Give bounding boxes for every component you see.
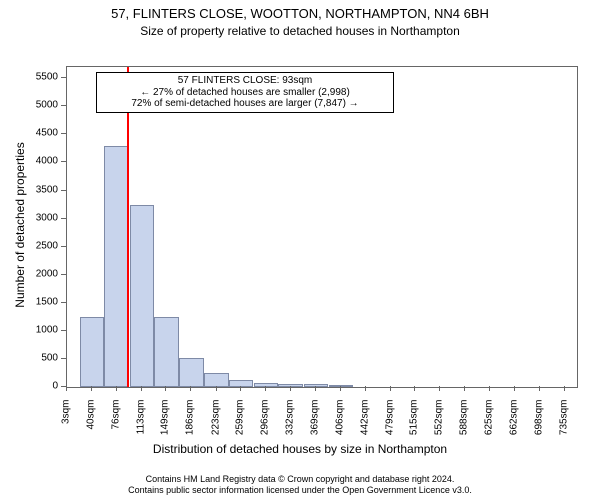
y-tick-mark [61, 330, 66, 331]
x-tick-label: 552sqm [434, 400, 445, 450]
y-tick-mark [61, 246, 66, 247]
histogram-bar [104, 146, 128, 387]
x-tick-mark [414, 386, 415, 391]
x-tick-label: 735sqm [558, 400, 569, 450]
y-tick-label: 3500 [0, 184, 58, 195]
histogram-bar [204, 373, 228, 387]
histogram-bar [130, 205, 154, 387]
y-tick-mark [61, 218, 66, 219]
x-tick-label: 515sqm [409, 400, 420, 450]
y-tick-label: 4000 [0, 156, 58, 167]
histogram-bar [329, 385, 353, 387]
x-tick-label: 113sqm [135, 400, 146, 450]
info-line2: ← 27% of detached houses are smaller (2,… [101, 87, 389, 99]
x-tick-mark [216, 386, 217, 391]
info-line1: 57 FLINTERS CLOSE: 93sqm [101, 75, 389, 87]
footer-line2: Contains public sector information licen… [0, 485, 600, 496]
x-tick-mark [564, 386, 565, 391]
histogram-bar [254, 383, 278, 387]
y-tick-label: 4500 [0, 128, 58, 139]
footer: Contains HM Land Registry data © Crown c… [0, 474, 600, 496]
x-tick-mark [464, 386, 465, 391]
y-tick-label: 3000 [0, 212, 58, 223]
chart-container: 57, FLINTERS CLOSE, WOOTTON, NORTHAMPTON… [0, 0, 600, 500]
y-tick-mark [61, 190, 66, 191]
x-tick-label: 40sqm [86, 400, 97, 450]
x-tick-mark [539, 386, 540, 391]
y-tick-label: 1500 [0, 296, 58, 307]
y-tick-label: 0 [0, 381, 58, 392]
y-tick-mark [61, 302, 66, 303]
x-tick-label: 223sqm [210, 400, 221, 450]
x-tick-label: 186sqm [185, 400, 196, 450]
y-tick-label: 5500 [0, 72, 58, 83]
x-tick-label: 625sqm [483, 400, 494, 450]
x-tick-label: 332sqm [284, 400, 295, 450]
x-tick-mark [91, 386, 92, 391]
x-tick-mark [340, 386, 341, 391]
x-tick-label: 442sqm [359, 400, 370, 450]
histogram-bar [179, 358, 203, 387]
title-line1: 57, FLINTERS CLOSE, WOOTTON, NORTHAMPTON… [0, 6, 600, 21]
x-tick-mark [190, 386, 191, 391]
y-tick-label: 5000 [0, 100, 58, 111]
x-tick-mark [365, 386, 366, 391]
y-tick-mark [61, 77, 66, 78]
x-tick-mark [66, 386, 67, 391]
footer-line1: Contains HM Land Registry data © Crown c… [0, 474, 600, 485]
info-box: 57 FLINTERS CLOSE: 93sqm ← 27% of detach… [96, 72, 394, 113]
title-line2: Size of property relative to detached ho… [0, 24, 600, 38]
x-tick-label: 662sqm [509, 400, 520, 450]
y-tick-label: 500 [0, 352, 58, 363]
y-tick-label: 2000 [0, 268, 58, 279]
x-tick-label: 698sqm [533, 400, 544, 450]
x-tick-mark [165, 386, 166, 391]
x-tick-mark [315, 386, 316, 391]
y-tick-mark [61, 358, 66, 359]
x-tick-mark [240, 386, 241, 391]
x-tick-label: 259sqm [235, 400, 246, 450]
property-marker-line [127, 67, 129, 387]
x-tick-mark [439, 386, 440, 391]
x-tick-mark [290, 386, 291, 391]
x-tick-label: 369sqm [309, 400, 320, 450]
y-tick-mark [61, 105, 66, 106]
info-line3: 72% of semi-detached houses are larger (… [101, 98, 389, 110]
x-tick-mark [489, 386, 490, 391]
x-tick-mark [265, 386, 266, 391]
x-tick-label: 479sqm [384, 400, 395, 450]
x-tick-label: 588sqm [458, 400, 469, 450]
y-tick-mark [61, 161, 66, 162]
y-tick-mark [61, 274, 66, 275]
x-tick-mark [141, 386, 142, 391]
x-tick-label: 406sqm [335, 400, 346, 450]
y-tick-label: 2500 [0, 240, 58, 251]
histogram-bar [154, 317, 178, 387]
x-tick-label: 76sqm [110, 400, 121, 450]
x-tick-label: 3sqm [61, 400, 72, 450]
plot-area [66, 66, 578, 388]
y-tick-label: 1000 [0, 324, 58, 335]
x-tick-label: 296sqm [260, 400, 271, 450]
x-tick-mark [116, 386, 117, 391]
x-tick-mark [514, 386, 515, 391]
x-tick-label: 149sqm [160, 400, 171, 450]
histogram-bar [80, 317, 104, 387]
y-tick-mark [61, 133, 66, 134]
x-tick-mark [390, 386, 391, 391]
